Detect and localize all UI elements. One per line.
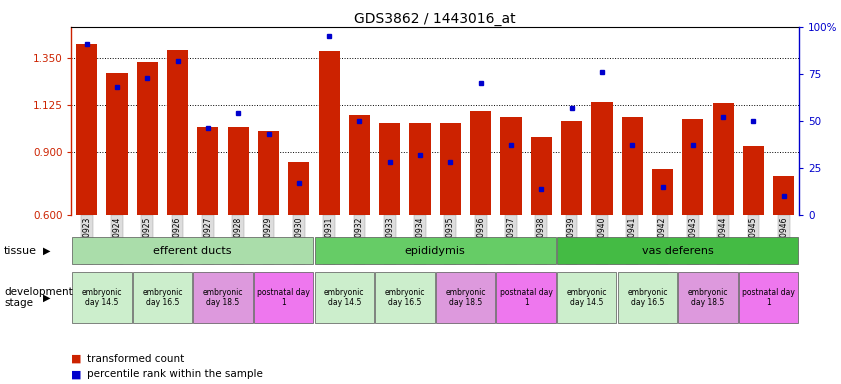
Text: embryonic
day 18.5: embryonic day 18.5 — [688, 288, 728, 307]
Text: efferent ducts: efferent ducts — [153, 245, 232, 256]
Bar — [500, 117, 521, 215]
Bar — [440, 123, 461, 215]
Text: tissue: tissue — [4, 245, 37, 256]
Bar — [136, 63, 158, 215]
Bar — [349, 115, 370, 215]
Text: transformed count: transformed count — [87, 354, 184, 364]
Bar — [496, 272, 556, 323]
Text: ■: ■ — [71, 369, 86, 379]
Text: development
stage: development stage — [4, 287, 73, 308]
Bar — [682, 119, 703, 215]
Bar — [167, 50, 188, 215]
Bar — [436, 272, 495, 323]
Bar — [76, 44, 98, 215]
Text: embryonic
day 16.5: embryonic day 16.5 — [384, 288, 426, 307]
Bar — [557, 272, 616, 323]
Text: postnatal day
1: postnatal day 1 — [743, 288, 795, 307]
Text: embryonic
day 14.5: embryonic day 14.5 — [567, 288, 607, 307]
Text: embryonic
day 14.5: embryonic day 14.5 — [324, 288, 364, 307]
Bar — [228, 127, 249, 215]
Text: ■: ■ — [71, 354, 86, 364]
Title: GDS3862 / 1443016_at: GDS3862 / 1443016_at — [354, 12, 516, 26]
Text: postnatal day
1: postnatal day 1 — [257, 288, 310, 307]
Bar — [591, 102, 612, 215]
Bar — [557, 237, 798, 264]
Bar — [470, 111, 491, 215]
Bar — [198, 127, 219, 215]
Bar — [72, 237, 314, 264]
Bar — [379, 123, 400, 215]
Bar — [315, 237, 556, 264]
Bar — [773, 176, 795, 215]
Text: percentile rank within the sample: percentile rank within the sample — [87, 369, 262, 379]
Bar — [743, 146, 764, 215]
Bar — [106, 73, 128, 215]
Text: ▶: ▶ — [43, 293, 50, 303]
Text: vas deferens: vas deferens — [642, 245, 713, 256]
Bar — [258, 131, 279, 215]
Bar — [254, 272, 314, 323]
Bar — [652, 169, 673, 215]
Text: embryonic
day 18.5: embryonic day 18.5 — [203, 288, 243, 307]
Bar — [679, 272, 738, 323]
Text: ▶: ▶ — [43, 245, 50, 256]
Text: embryonic
day 18.5: embryonic day 18.5 — [445, 288, 486, 307]
Text: embryonic
day 14.5: embryonic day 14.5 — [82, 288, 122, 307]
Bar — [319, 51, 340, 215]
Bar — [712, 103, 734, 215]
Bar — [621, 117, 643, 215]
Bar — [531, 137, 552, 215]
Bar — [193, 272, 253, 323]
Bar — [288, 162, 309, 215]
Bar — [72, 272, 131, 323]
Bar — [133, 272, 192, 323]
Text: postnatal day
1: postnatal day 1 — [500, 288, 553, 307]
Bar — [410, 123, 431, 215]
Bar — [561, 121, 582, 215]
Bar — [375, 272, 435, 323]
Text: epididymis: epididymis — [405, 245, 466, 256]
Bar — [617, 272, 677, 323]
Bar — [739, 272, 798, 323]
Text: embryonic
day 16.5: embryonic day 16.5 — [142, 288, 182, 307]
Bar — [315, 272, 374, 323]
Text: embryonic
day 16.5: embryonic day 16.5 — [627, 288, 668, 307]
